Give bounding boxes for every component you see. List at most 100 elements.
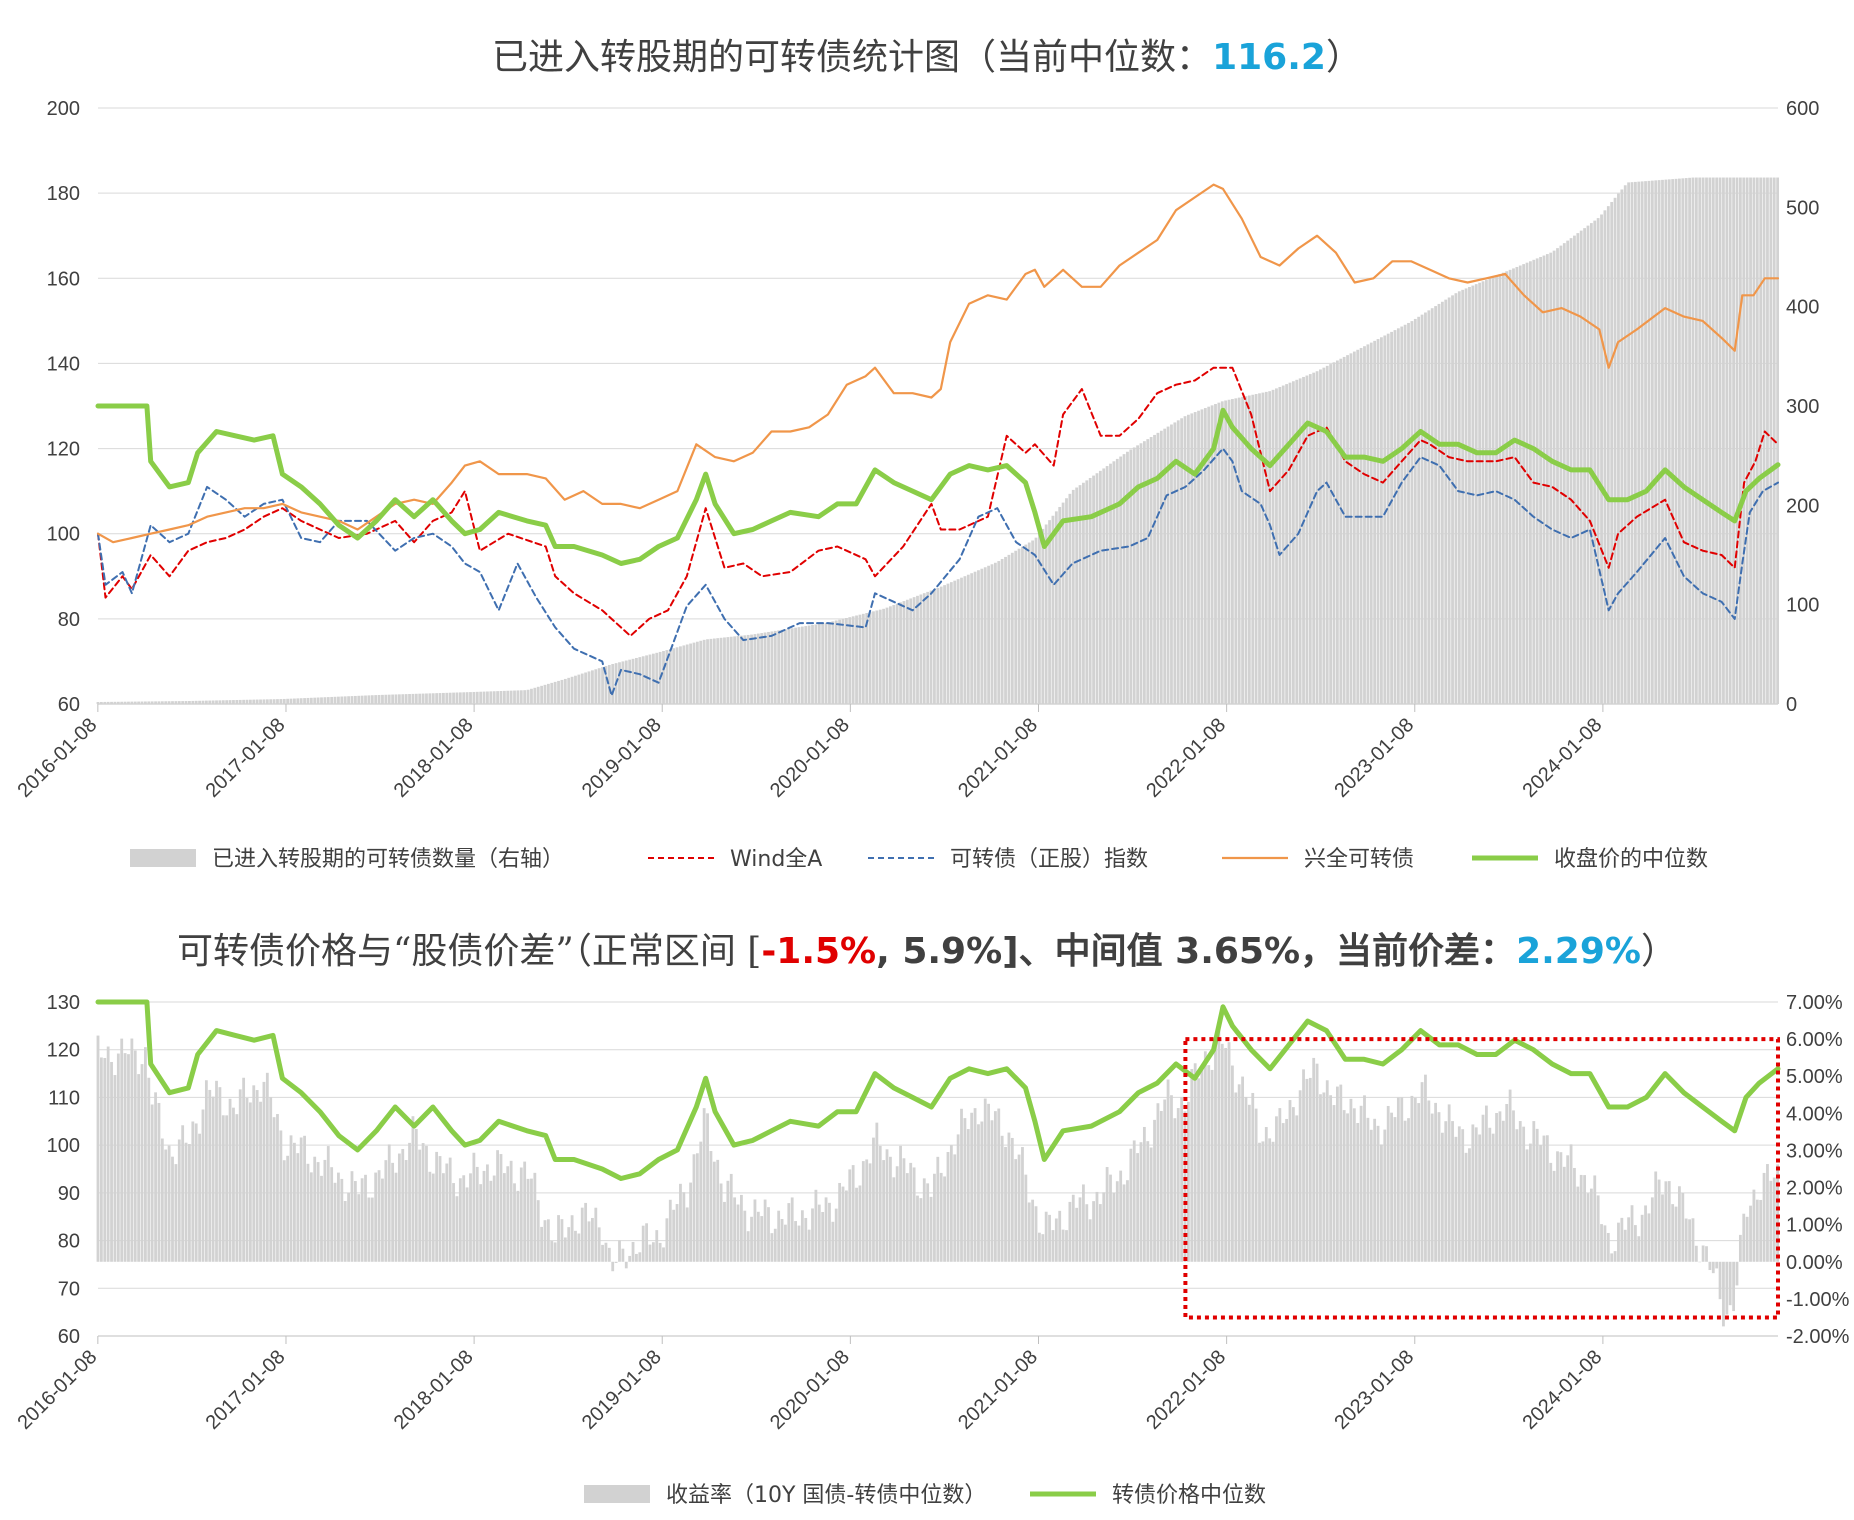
bar: [946, 1152, 950, 1262]
bar: [1010, 1137, 1014, 1262]
bar: [790, 628, 794, 704]
bar: [631, 658, 635, 704]
bar: [482, 1170, 486, 1262]
bar: [1579, 1174, 1583, 1262]
bar: [1369, 1129, 1373, 1262]
bar: [1501, 272, 1505, 704]
bar: [309, 1172, 313, 1262]
bar: [1390, 331, 1393, 704]
bar: [133, 701, 137, 704]
bar: [1075, 1207, 1079, 1262]
chart2-svg: 60 70 80 90 100 110 120 130 -2.00% -1.00% 0.00% 1.0…: [13, 992, 1850, 1508]
bar: [821, 623, 825, 704]
bar: [208, 700, 212, 704]
bar: [753, 634, 757, 704]
bar: [506, 1166, 510, 1262]
bar: [1275, 1116, 1278, 1262]
bar: [113, 701, 117, 704]
bar: [1031, 1199, 1035, 1262]
bar: [248, 699, 252, 704]
bar: [1556, 248, 1559, 704]
bar: [120, 701, 124, 704]
bar: [1403, 324, 1407, 704]
bar: [1187, 1101, 1190, 1262]
bar: [723, 637, 726, 704]
bar: [276, 699, 279, 704]
bar: [1095, 473, 1099, 704]
bar: [1149, 1147, 1153, 1262]
bar: [293, 698, 296, 704]
bar: [110, 701, 113, 704]
bar: [624, 1261, 628, 1269]
bar: [1312, 372, 1316, 704]
bar: [221, 700, 225, 704]
bar: [167, 701, 171, 704]
bar: [475, 1166, 479, 1262]
bar: [1129, 449, 1133, 704]
bar: [330, 1167, 334, 1262]
bar: [584, 1202, 588, 1262]
bar: [665, 650, 669, 704]
bar: [733, 636, 737, 704]
bar: [844, 618, 848, 704]
bar: [1413, 318, 1417, 704]
bar: [1132, 1140, 1136, 1262]
bar: [1407, 322, 1410, 704]
bar: [188, 700, 191, 704]
bar: [397, 1153, 401, 1262]
bar: [337, 696, 340, 704]
bar: [1325, 365, 1329, 704]
bar: [560, 679, 564, 704]
bar: [895, 1166, 899, 1262]
bar: [1231, 399, 1234, 704]
bar: [919, 594, 923, 704]
bar: [1051, 1230, 1055, 1262]
bar: [777, 630, 781, 704]
bar: [1346, 355, 1349, 704]
bar: [1593, 1175, 1597, 1262]
bar: [482, 691, 486, 704]
bar: [1589, 223, 1593, 704]
bar: [1393, 1117, 1397, 1262]
bar: [1444, 299, 1448, 704]
bar: [1752, 177, 1756, 705]
bar: [486, 1164, 489, 1262]
bar: [1627, 182, 1631, 704]
bar: [587, 1221, 591, 1262]
bar: [262, 699, 266, 704]
bar: [1559, 1152, 1563, 1262]
y-left-tick-label: 70: [58, 1278, 80, 1300]
bar: [1105, 466, 1109, 704]
bar: [1637, 1236, 1641, 1262]
bar: [719, 1183, 723, 1262]
bar: [235, 699, 239, 704]
bar: [519, 1167, 523, 1262]
bar: [1231, 1065, 1234, 1262]
bar: [645, 655, 648, 704]
bar: [96, 702, 100, 704]
bar: [963, 1118, 967, 1262]
bar: [1647, 180, 1651, 705]
bar: [435, 1151, 439, 1262]
y-right-tick-label: -1.00%: [1786, 1289, 1850, 1311]
bar: [387, 694, 391, 704]
bar: [357, 695, 361, 704]
bar: [455, 692, 459, 704]
bar: [536, 1200, 540, 1262]
bar: [861, 613, 865, 704]
bar: [1759, 1199, 1763, 1262]
bar: [1068, 493, 1072, 704]
bar: [675, 1204, 679, 1262]
bar: [519, 690, 523, 704]
bar: [824, 1197, 828, 1262]
bar: [465, 1187, 469, 1262]
y-right-tick-label: 1.00%: [1786, 1215, 1843, 1237]
bar: [987, 1103, 991, 1262]
bar: [1315, 371, 1319, 704]
bar: [699, 640, 703, 704]
bar: [242, 1077, 246, 1262]
bar: [1715, 177, 1719, 705]
bar: [1484, 1105, 1488, 1262]
bar: [787, 628, 791, 704]
bar: [1617, 1222, 1620, 1262]
